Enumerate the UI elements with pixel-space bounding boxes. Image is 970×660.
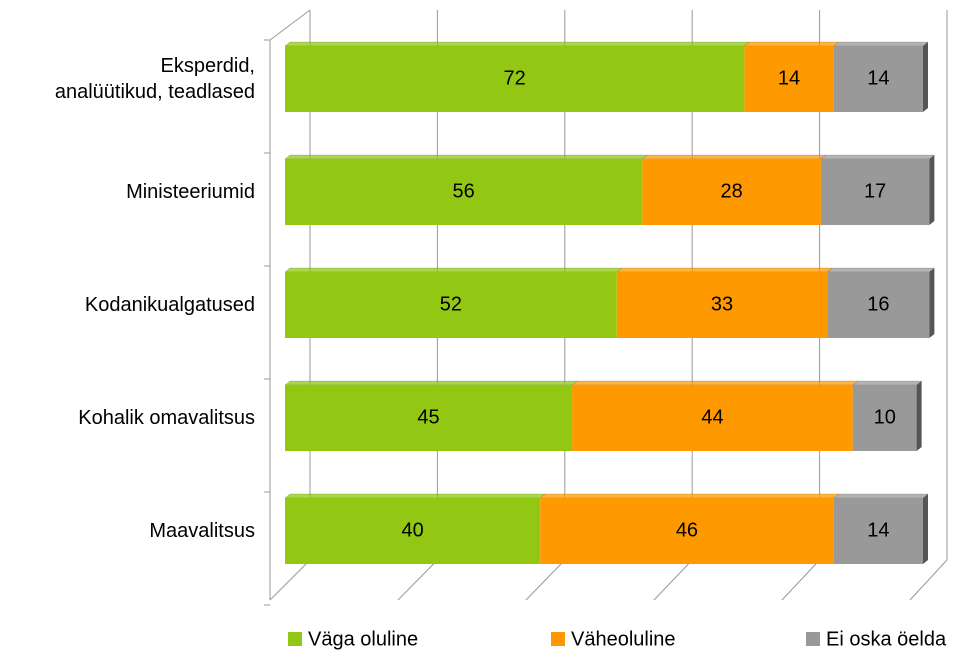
bar: [852, 385, 917, 451]
data-label: 14: [867, 519, 889, 541]
data-label: 17: [864, 180, 886, 202]
bar: [285, 385, 573, 451]
bar-top: [641, 154, 827, 160]
bar-top: [284, 41, 751, 47]
data-label: 72: [504, 67, 526, 89]
bar-side: [923, 42, 928, 112]
data-label: 33: [711, 293, 733, 315]
data-label: 16: [867, 293, 889, 315]
grid-line: [653, 559, 693, 601]
grid-line: [397, 559, 438, 601]
bar-top: [826, 267, 936, 273]
bar-top: [820, 154, 936, 160]
data-label: 14: [867, 67, 889, 89]
legend-swatch: [806, 632, 820, 646]
bar: [744, 46, 834, 112]
y-tick-label: Kodanikualgatused: [84, 294, 255, 316]
bar-side: [929, 155, 935, 225]
legend-label: Väheoluline: [571, 628, 676, 650]
data-label: 56: [453, 180, 475, 202]
bar: [572, 385, 853, 451]
legend-label: Väga oluline: [308, 628, 418, 650]
data-label: 28: [720, 180, 742, 202]
bar-top: [832, 493, 929, 499]
bar: [285, 272, 617, 338]
y-tick-label: Ministeeriumid: [126, 181, 255, 203]
bar: [540, 498, 834, 564]
bar-top: [832, 41, 929, 47]
bar: [833, 46, 923, 112]
bar-top: [616, 267, 834, 273]
grid-line: [269, 559, 311, 601]
y-tick-label: Maavalitsus: [149, 520, 255, 542]
bar: [616, 272, 828, 338]
bar-top: [571, 380, 859, 386]
legend-label: Ei oska öelda: [826, 628, 947, 650]
bar: [285, 159, 643, 225]
grid-line: [909, 559, 948, 601]
y-tick-label: Kohalik omavalitsus: [78, 407, 255, 429]
bar-top: [743, 41, 840, 47]
data-label: 45: [417, 406, 439, 428]
bar: [285, 46, 745, 112]
bar-top: [284, 380, 578, 386]
bar-top: [539, 493, 840, 499]
data-label: 14: [778, 67, 800, 89]
bar-top: [284, 267, 623, 273]
bar-top: [284, 493, 546, 499]
data-label: 40: [401, 519, 423, 541]
data-label: 46: [676, 519, 698, 541]
data-label: 52: [440, 293, 462, 315]
bar-top: [852, 380, 923, 386]
data-label: 44: [701, 406, 723, 428]
legend-swatch: [288, 632, 302, 646]
bar: [833, 498, 923, 564]
axis-line: [269, 9, 311, 41]
bar: [642, 159, 821, 225]
bar-side: [929, 268, 935, 338]
grid-line: [781, 559, 820, 601]
grid-line: [525, 559, 566, 601]
bar: [285, 498, 541, 564]
y-tick-label: Eksperdid, analüütikud, teadlased: [54, 55, 255, 103]
bar-side: [916, 381, 922, 451]
legend-swatch: [551, 632, 565, 646]
bar: [820, 159, 930, 225]
bar-side: [923, 494, 928, 564]
bar: [827, 272, 930, 338]
bar-top: [284, 154, 648, 160]
data-label: 10: [874, 406, 896, 428]
